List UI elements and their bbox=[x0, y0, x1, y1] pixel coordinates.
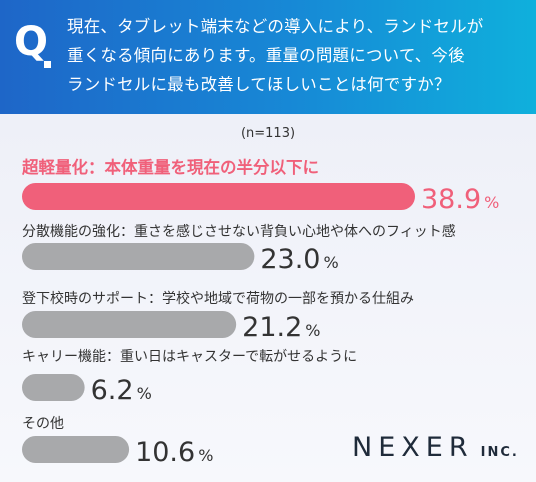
bar bbox=[22, 436, 130, 463]
value-unit: % bbox=[198, 446, 213, 465]
logo-sub-text: INC. bbox=[480, 445, 519, 460]
value-number: 23.0 bbox=[260, 244, 320, 275]
value-number: 10.6 bbox=[135, 437, 195, 468]
value-label: 23.0% bbox=[260, 244, 338, 275]
nexer-logo: NEXER INC. bbox=[352, 432, 519, 463]
value-unit: % bbox=[323, 253, 338, 272]
value-label: 38.9% bbox=[421, 184, 499, 215]
value-number: 38.9 bbox=[421, 184, 481, 215]
value-number: 6.2 bbox=[91, 375, 134, 406]
chart-panel bbox=[0, 114, 536, 482]
category-label: キャリー機能：重い日はキャスターで転がせるように bbox=[22, 349, 357, 365]
value-unit: % bbox=[137, 384, 152, 403]
value-unit: % bbox=[305, 321, 320, 340]
q-mark: Q bbox=[14, 19, 49, 65]
category-label: 超軽量化：本体重量を現在の半分以下に bbox=[22, 157, 319, 177]
value-label: 21.2% bbox=[242, 312, 320, 343]
bar bbox=[22, 311, 237, 338]
value-number: 21.2 bbox=[242, 312, 302, 343]
value-label: 6.2% bbox=[91, 375, 152, 406]
question-header: Q 現在、タブレット端末などの導入により、ランドセルが 重くなる傾向にあります。… bbox=[0, 0, 536, 114]
sample-size-label: (n=113) bbox=[240, 126, 296, 141]
question-text: 現在、タブレット端末などの導入により、ランドセルが 重くなる傾向にあります。重量… bbox=[67, 17, 484, 94]
category-label: その他 bbox=[22, 416, 64, 432]
category-label: 登下校時のサポート：学校や地域で荷物の一部を預かる仕組み bbox=[22, 290, 414, 307]
category-label: 分散機能の強化：重さを感じさせない背負い心地や体へのフィット感 bbox=[22, 223, 456, 240]
q-dot-icon bbox=[44, 61, 51, 68]
value-unit: % bbox=[484, 193, 499, 212]
logo-main-text: NEXER bbox=[352, 432, 474, 463]
bar bbox=[22, 243, 255, 270]
bar bbox=[22, 183, 415, 210]
value-label: 10.6% bbox=[135, 437, 213, 468]
bar bbox=[22, 374, 85, 401]
